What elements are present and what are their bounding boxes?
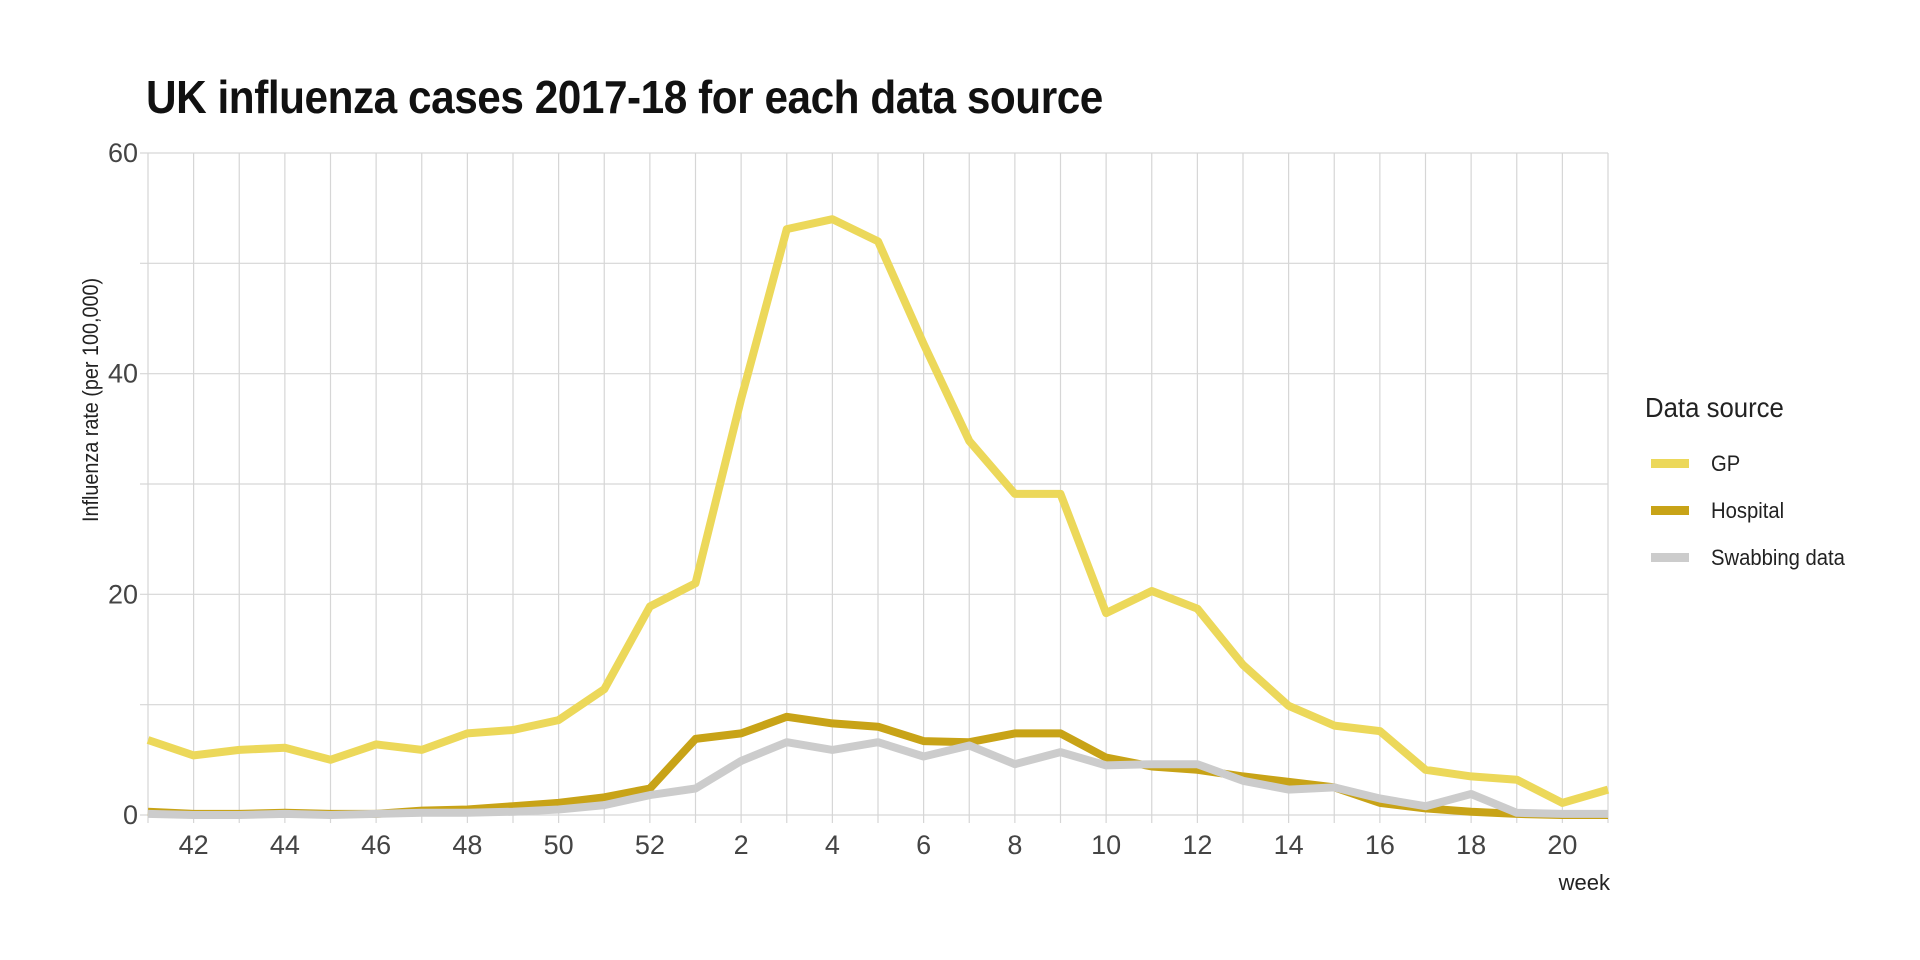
x-tick-label: 4 xyxy=(825,830,840,860)
y-tick-label: 0 xyxy=(123,800,138,830)
legend-label-hospital: Hospital xyxy=(1711,497,1785,523)
y-tick-label: 60 xyxy=(108,138,138,168)
x-tick-label: 20 xyxy=(1547,830,1577,860)
y-tick-labels: 0 20 40 60 xyxy=(108,138,138,830)
legend: Data source GP Hospital Swabbing data xyxy=(1645,392,1857,581)
series-line-swabbing-data xyxy=(147,738,1608,819)
legend-swatch-hospital xyxy=(1651,506,1689,515)
x-tick-labels: 42 44 46 48 50 52 2 4 6 8 10 12 14 16 18 20 xyxy=(179,830,1578,860)
y-tick-label: 40 xyxy=(108,359,138,389)
x-tick-label: 50 xyxy=(544,830,574,860)
legend-swatch-gp xyxy=(1651,459,1689,468)
x-tick-label: 46 xyxy=(361,830,391,860)
x-tick-label: 6 xyxy=(916,830,931,860)
y-tick-label: 20 xyxy=(108,579,138,609)
x-tick-label: 8 xyxy=(1007,830,1022,860)
x-axis-label: week xyxy=(1558,870,1611,895)
x-tick-label: 52 xyxy=(635,830,665,860)
legend-item-swabbing-data: Swabbing data xyxy=(1645,534,1857,581)
x-tick-label: 18 xyxy=(1456,830,1486,860)
y-axis-label: Influenza rate (per 100,000) xyxy=(79,278,103,522)
x-tick-label: 2 xyxy=(734,830,749,860)
legend-item-gp: GP xyxy=(1645,440,1857,487)
legend-item-hospital: Hospital xyxy=(1645,487,1857,534)
x-tick-label: 16 xyxy=(1365,830,1395,860)
x-tick-label: 12 xyxy=(1182,830,1212,860)
grid-lines xyxy=(140,152,1609,823)
series-line-gp xyxy=(146,215,1610,807)
legend-label-gp: GP xyxy=(1711,450,1741,476)
legend-title: Data source xyxy=(1645,392,1784,423)
chart-title: UK influenza cases 2017-18 for each data… xyxy=(146,71,1103,123)
x-tick-label: 42 xyxy=(179,830,209,860)
legend-label-swabbing-data: Swabbing data xyxy=(1711,544,1845,570)
legend-swatch-swabbing-data xyxy=(1651,553,1689,562)
x-tick-label: 10 xyxy=(1091,830,1121,860)
series-lines xyxy=(146,215,1610,819)
x-tick-label: 14 xyxy=(1274,830,1304,860)
x-tick-label: 48 xyxy=(452,830,482,860)
x-tick-label: 44 xyxy=(270,830,300,860)
